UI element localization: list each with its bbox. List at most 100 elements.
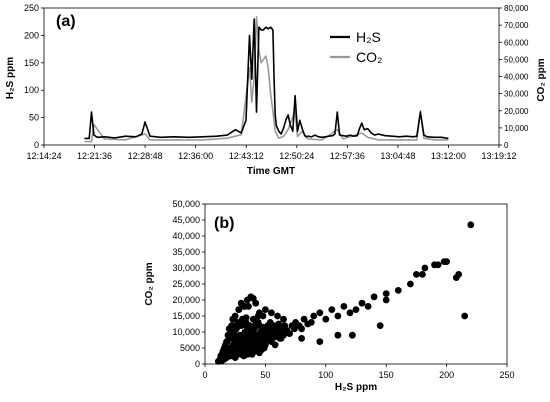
right-tick-label: 60,000 bbox=[504, 38, 529, 47]
right-axis-ticks: 0 10,000 20,000 30,000 40,000 50,000 60,000 70,… bbox=[499, 4, 529, 150]
scatter-y-axis-title: CO₂ ppm bbox=[144, 262, 155, 305]
scatter-point bbox=[316, 338, 324, 345]
legend-label: CO₂ bbox=[356, 49, 382, 65]
left-tick-label: 150 bbox=[24, 58, 39, 68]
scatter-y-tick-label: 30,000 bbox=[172, 263, 200, 273]
scatter-point bbox=[276, 335, 284, 342]
right-tick-label: 70,000 bbox=[504, 21, 529, 30]
scatter-point bbox=[307, 319, 315, 326]
right-tick-label: 30,000 bbox=[504, 90, 529, 99]
x-tick-label: 12:21:36 bbox=[77, 151, 112, 161]
scatter-x-axis-title: H₂S ppm bbox=[335, 382, 377, 393]
scatter-point bbox=[230, 315, 238, 323]
left-tick-label: 100 bbox=[24, 85, 39, 95]
time-series-panel: (a) 0 50 100 150 200 250 0 10,000 20,000 30,000 4… bbox=[5, 3, 547, 177]
scatter-point bbox=[376, 322, 384, 329]
scatter-point bbox=[382, 296, 390, 304]
scatter-point bbox=[440, 258, 448, 265]
scatter-point bbox=[346, 309, 354, 317]
scatter-point bbox=[413, 271, 420, 278]
scatter-point bbox=[370, 293, 378, 301]
left-tick-label: 200 bbox=[24, 30, 39, 40]
x-tick-label: 12:14:24 bbox=[26, 151, 61, 161]
scatter-point bbox=[245, 303, 252, 310]
scatter-point bbox=[322, 315, 330, 323]
scatter-point bbox=[228, 322, 236, 329]
x-tick-label: 13:19:12 bbox=[481, 151, 516, 161]
scatter-point bbox=[298, 335, 305, 342]
scatter-point bbox=[262, 306, 269, 313]
x-tick-label: 12:57:36 bbox=[330, 151, 365, 161]
panel-label-b: (b) bbox=[214, 215, 234, 232]
scatter-x-ticks: 0 50 100 150 200 250 bbox=[202, 364, 515, 380]
scatter-y-tick-label: 40,000 bbox=[172, 231, 200, 241]
x-tick-label: 12:36:00 bbox=[178, 151, 213, 161]
scatter-point bbox=[352, 306, 360, 313]
scatter-point bbox=[349, 331, 356, 339]
scatter-y-tick-label: 20,000 bbox=[172, 295, 200, 305]
scatter-point bbox=[280, 315, 287, 323]
scatter-y-tick-label: 25,000 bbox=[172, 279, 200, 289]
scatter-x-tick-label: 150 bbox=[379, 370, 394, 380]
scatter-point bbox=[364, 303, 372, 310]
x-tick-label: 13:12:00 bbox=[431, 151, 466, 161]
left-tick-label: 50 bbox=[29, 113, 39, 123]
scatter-point bbox=[230, 330, 238, 337]
x-axis-title: Time GMT bbox=[247, 166, 295, 177]
x-tick-label: 12:43:12 bbox=[229, 151, 264, 161]
legend: H₂S CO₂ bbox=[330, 29, 382, 65]
scatter-point bbox=[271, 328, 279, 336]
scatter-point bbox=[254, 312, 262, 320]
scatter-y-tick-label: 50,000 bbox=[172, 199, 200, 209]
scatter-point bbox=[252, 299, 260, 307]
scatter-y-tick-label: 35,000 bbox=[172, 247, 200, 257]
scatter-points bbox=[214, 221, 475, 365]
scatter-point bbox=[235, 306, 243, 313]
scatter-x-tick-label: 250 bbox=[499, 370, 514, 380]
scatter-point bbox=[358, 299, 366, 307]
scatter-point bbox=[246, 322, 254, 329]
scatter-point bbox=[275, 320, 283, 328]
scatter-point bbox=[266, 319, 274, 326]
scatter-point bbox=[340, 303, 348, 310]
right-axis-title: CO₂ ppm bbox=[536, 58, 547, 101]
scatter-point bbox=[407, 280, 414, 288]
x-tick-label: 12:50:24 bbox=[279, 151, 314, 161]
right-tick-label: 10,000 bbox=[504, 124, 529, 133]
scatter-point bbox=[291, 325, 298, 333]
scatter-point bbox=[233, 322, 240, 329]
scatter-y-ticks: 0 5000 10,000 15,000 20,000 25,000 30,000 35,00… bbox=[172, 199, 205, 369]
right-tick-label: 20,000 bbox=[504, 107, 529, 116]
scatter-y-tick-label: 10,000 bbox=[172, 327, 200, 337]
scatter-point bbox=[237, 322, 245, 329]
scatter-point bbox=[310, 312, 318, 320]
scatter-x-tick-label: 50 bbox=[260, 370, 270, 380]
scatter-point bbox=[286, 330, 293, 337]
scatter-point bbox=[461, 312, 469, 320]
series-line-co2 bbox=[84, 15, 449, 143]
legend-label: H₂S bbox=[356, 29, 381, 45]
x-axis-ticks: 12:14:24 12:21:36 12:28:48 12:36:00 12:43:12… bbox=[26, 145, 517, 161]
right-tick-label: 80,000 bbox=[504, 4, 529, 13]
scatter-y-tick-label: 15,000 bbox=[172, 311, 200, 321]
scatter-point bbox=[219, 347, 227, 355]
scatter-point bbox=[394, 287, 402, 294]
right-tick-label: 40,000 bbox=[504, 73, 529, 82]
right-tick-label: 50,000 bbox=[504, 55, 529, 64]
left-axis-ticks: 0 50 100 150 200 250 bbox=[24, 3, 44, 150]
scatter-point bbox=[382, 290, 390, 297]
scatter-point bbox=[300, 315, 308, 323]
x-tick-label: 13:04:48 bbox=[380, 151, 415, 161]
right-tick-label: 0 bbox=[504, 141, 509, 150]
scatter-x-tick-label: 100 bbox=[318, 370, 333, 380]
scatter-point bbox=[328, 306, 336, 313]
scatter-point bbox=[298, 325, 305, 333]
left-tick-label: 250 bbox=[24, 3, 39, 13]
scatter-x-tick-label: 200 bbox=[439, 370, 454, 380]
scatter-point bbox=[334, 331, 342, 339]
x-tick-label: 12:28:48 bbox=[128, 151, 163, 161]
scatter-x-tick-label: 0 bbox=[202, 370, 207, 380]
scatter-y-tick-label: 0 bbox=[195, 359, 200, 369]
scatter-point bbox=[467, 221, 475, 229]
